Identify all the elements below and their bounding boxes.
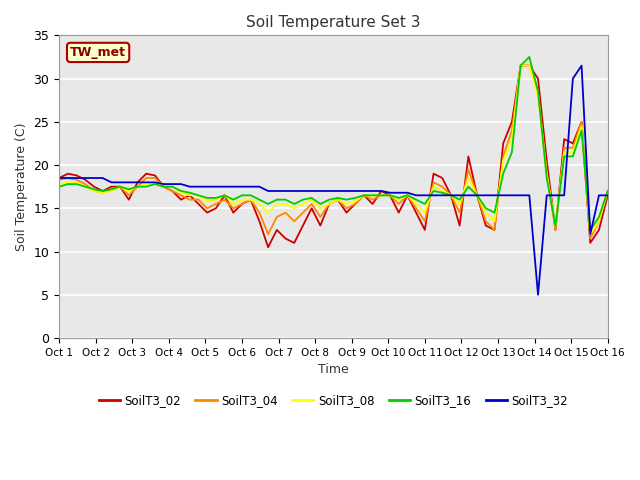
SoilT3_04 xyxy=(404,192,412,198)
SoilT3_04 xyxy=(360,192,368,198)
Title: Soil Temperature Set 3: Soil Temperature Set 3 xyxy=(246,15,420,30)
Y-axis label: Soil Temperature (C): Soil Temperature (C) xyxy=(15,122,28,251)
SoilT3_08 xyxy=(282,201,289,207)
SoilT3_08 xyxy=(412,201,420,207)
SoilT3_04 xyxy=(412,205,420,211)
SoilT3_16 xyxy=(412,197,420,203)
SoilT3_02 xyxy=(421,227,429,233)
SoilT3_16 xyxy=(404,192,412,198)
Line: SoilT3_16: SoilT3_16 xyxy=(59,57,608,230)
SoilT3_16 xyxy=(604,188,612,194)
SoilT3_08 xyxy=(55,181,63,187)
SoilT3_02 xyxy=(55,175,63,181)
SoilT3_02 xyxy=(412,210,420,216)
SoilT3_32 xyxy=(604,192,612,198)
SoilT3_16 xyxy=(586,227,594,233)
SoilT3_32 xyxy=(125,180,132,185)
SoilT3_32 xyxy=(282,188,289,194)
SoilT3_32 xyxy=(360,188,368,194)
Legend: SoilT3_02, SoilT3_04, SoilT3_08, SoilT3_16, SoilT3_32: SoilT3_02, SoilT3_04, SoilT3_08, SoilT3_… xyxy=(94,389,573,412)
SoilT3_32 xyxy=(325,188,333,194)
SoilT3_08 xyxy=(360,192,368,198)
SoilT3_02 xyxy=(516,63,524,69)
SoilT3_08 xyxy=(125,188,132,194)
SoilT3_32 xyxy=(404,190,412,196)
SoilT3_02 xyxy=(264,244,272,250)
SoilT3_02 xyxy=(334,197,342,203)
SoilT3_04 xyxy=(55,177,63,182)
SoilT3_08 xyxy=(404,192,412,198)
SoilT3_04 xyxy=(325,201,333,207)
Line: SoilT3_04: SoilT3_04 xyxy=(59,66,608,239)
SoilT3_04 xyxy=(516,63,524,69)
SoilT3_32 xyxy=(534,292,542,298)
SoilT3_04 xyxy=(604,188,612,194)
SoilT3_16 xyxy=(360,192,368,198)
SoilT3_02 xyxy=(369,201,376,207)
Line: SoilT3_08: SoilT3_08 xyxy=(59,66,608,234)
SoilT3_08 xyxy=(586,231,594,237)
SoilT3_16 xyxy=(325,197,333,203)
Line: SoilT3_02: SoilT3_02 xyxy=(59,66,608,247)
SoilT3_32 xyxy=(55,175,63,181)
SoilT3_04 xyxy=(586,236,594,241)
SoilT3_16 xyxy=(282,197,289,203)
X-axis label: Time: Time xyxy=(318,363,349,376)
SoilT3_08 xyxy=(516,63,524,69)
SoilT3_32 xyxy=(412,192,420,198)
SoilT3_16 xyxy=(55,184,63,190)
SoilT3_16 xyxy=(125,186,132,192)
SoilT3_16 xyxy=(525,54,533,60)
SoilT3_02 xyxy=(125,197,132,203)
SoilT3_04 xyxy=(282,210,289,216)
Text: TW_met: TW_met xyxy=(70,46,126,59)
Line: SoilT3_32: SoilT3_32 xyxy=(59,66,608,295)
SoilT3_04 xyxy=(125,192,132,198)
SoilT3_02 xyxy=(291,240,298,246)
SoilT3_08 xyxy=(604,188,612,194)
SoilT3_02 xyxy=(604,192,612,198)
SoilT3_08 xyxy=(325,201,333,207)
SoilT3_32 xyxy=(578,63,586,69)
